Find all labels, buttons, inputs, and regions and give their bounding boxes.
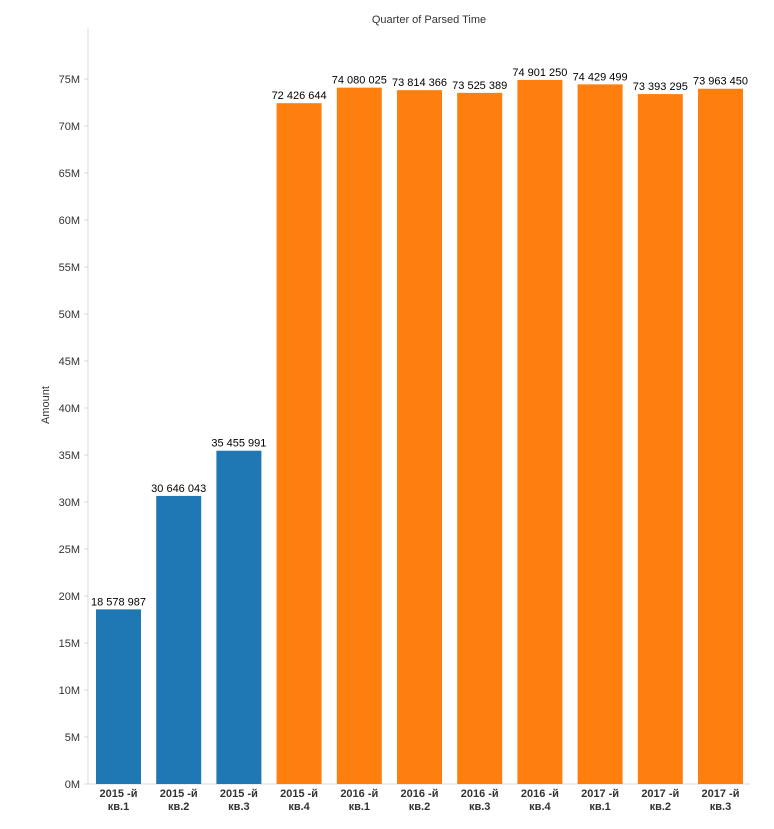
bar bbox=[698, 88, 743, 784]
x-tick-label-quarter: кв.2 bbox=[168, 801, 189, 813]
x-tick-label-quarter: кв.3 bbox=[710, 801, 731, 813]
x-tick-label-quarter: кв.2 bbox=[409, 801, 430, 813]
y-axis-ticks: 0M 5M 10M 15M 20M 25M 30M 35M 40M 45M 50M 55M 60M 65M… bbox=[59, 74, 88, 791]
data-label: 18 578 987 bbox=[91, 596, 146, 608]
y-tick-label: 75M bbox=[59, 74, 80, 86]
x-tick-label-year: 2017 -й bbox=[581, 788, 619, 800]
x-tick-label-quarter: кв.1 bbox=[589, 801, 610, 813]
y-tick-label: 45M bbox=[59, 356, 80, 368]
y-tick-label: 50M bbox=[59, 309, 80, 321]
bars-group bbox=[96, 79, 743, 785]
bar bbox=[577, 84, 623, 784]
data-label: 74 429 499 bbox=[573, 71, 628, 83]
bar bbox=[216, 450, 262, 784]
y-tick-label: 55M bbox=[59, 262, 80, 274]
x-tick-label-year: 2017 -й bbox=[702, 788, 740, 800]
y-tick-label: 25M bbox=[59, 544, 80, 556]
x-tick-label-year: 2016 -й bbox=[340, 788, 378, 800]
y-tick-label: 70M bbox=[59, 121, 80, 133]
data-label: 72 426 644 bbox=[272, 90, 327, 102]
x-tick-label-quarter: кв.4 bbox=[288, 801, 310, 813]
x-tick-label-year: 2015 -й bbox=[100, 788, 138, 800]
y-tick-label: 5M bbox=[65, 732, 80, 744]
x-tick-label-year: 2016 -й bbox=[461, 788, 499, 800]
y-tick-label: 30M bbox=[59, 497, 80, 509]
x-tick-label-year: 2017 -й bbox=[641, 788, 679, 800]
data-label: 73 814 366 bbox=[392, 77, 447, 89]
y-tick-label: 0M bbox=[65, 779, 80, 791]
y-tick-label: 35M bbox=[59, 450, 80, 462]
bar bbox=[276, 103, 322, 784]
x-tick-label-year: 2015 -й bbox=[220, 788, 258, 800]
bar bbox=[156, 495, 202, 784]
y-tick-label: 65M bbox=[59, 168, 80, 180]
bar bbox=[336, 87, 382, 784]
chart-title: Quarter of Parsed Time bbox=[372, 14, 486, 26]
data-label: 74 901 250 bbox=[512, 67, 567, 79]
x-tick-label-quarter: кв.2 bbox=[650, 801, 671, 813]
x-tick-label-year: 2016 -й bbox=[521, 788, 559, 800]
data-label: 73 525 389 bbox=[452, 80, 507, 92]
y-tick-label: 15M bbox=[59, 638, 80, 650]
x-tick-label-quarter: кв.1 bbox=[349, 801, 370, 813]
bar bbox=[96, 609, 141, 784]
x-tick-label-quarter: кв.1 bbox=[108, 801, 129, 813]
x-tick-label-year: 2015 -й bbox=[280, 788, 318, 800]
bar bbox=[637, 94, 683, 784]
y-tick-label: 40M bbox=[59, 403, 80, 415]
bar bbox=[397, 90, 442, 784]
y-tick-label: 10M bbox=[59, 685, 80, 697]
x-tick-label-year: 2016 -й bbox=[401, 788, 439, 800]
x-tick-label-year: 2015 -й bbox=[160, 788, 198, 800]
data-label: 73 393 295 bbox=[633, 81, 688, 93]
y-tick-label: 60M bbox=[59, 215, 80, 227]
data-label: 30 646 043 bbox=[151, 483, 206, 495]
bar bbox=[457, 92, 503, 785]
x-tick-label-quarter: кв.3 bbox=[228, 801, 249, 813]
y-tick-label: 20M bbox=[59, 591, 80, 603]
data-label: 73 963 450 bbox=[693, 76, 748, 88]
data-labels-group: 18 578 987 30 646 043 35 455 991 72 426 644… bbox=[91, 67, 748, 608]
x-tick-label-quarter: кв.4 bbox=[529, 801, 551, 813]
x-tick-label-quarter: кв.3 bbox=[469, 801, 490, 813]
y-axis-label: Amount bbox=[40, 386, 52, 424]
bar bbox=[517, 79, 563, 785]
data-label: 35 455 991 bbox=[211, 438, 266, 450]
data-label: 74 080 025 bbox=[332, 75, 387, 87]
